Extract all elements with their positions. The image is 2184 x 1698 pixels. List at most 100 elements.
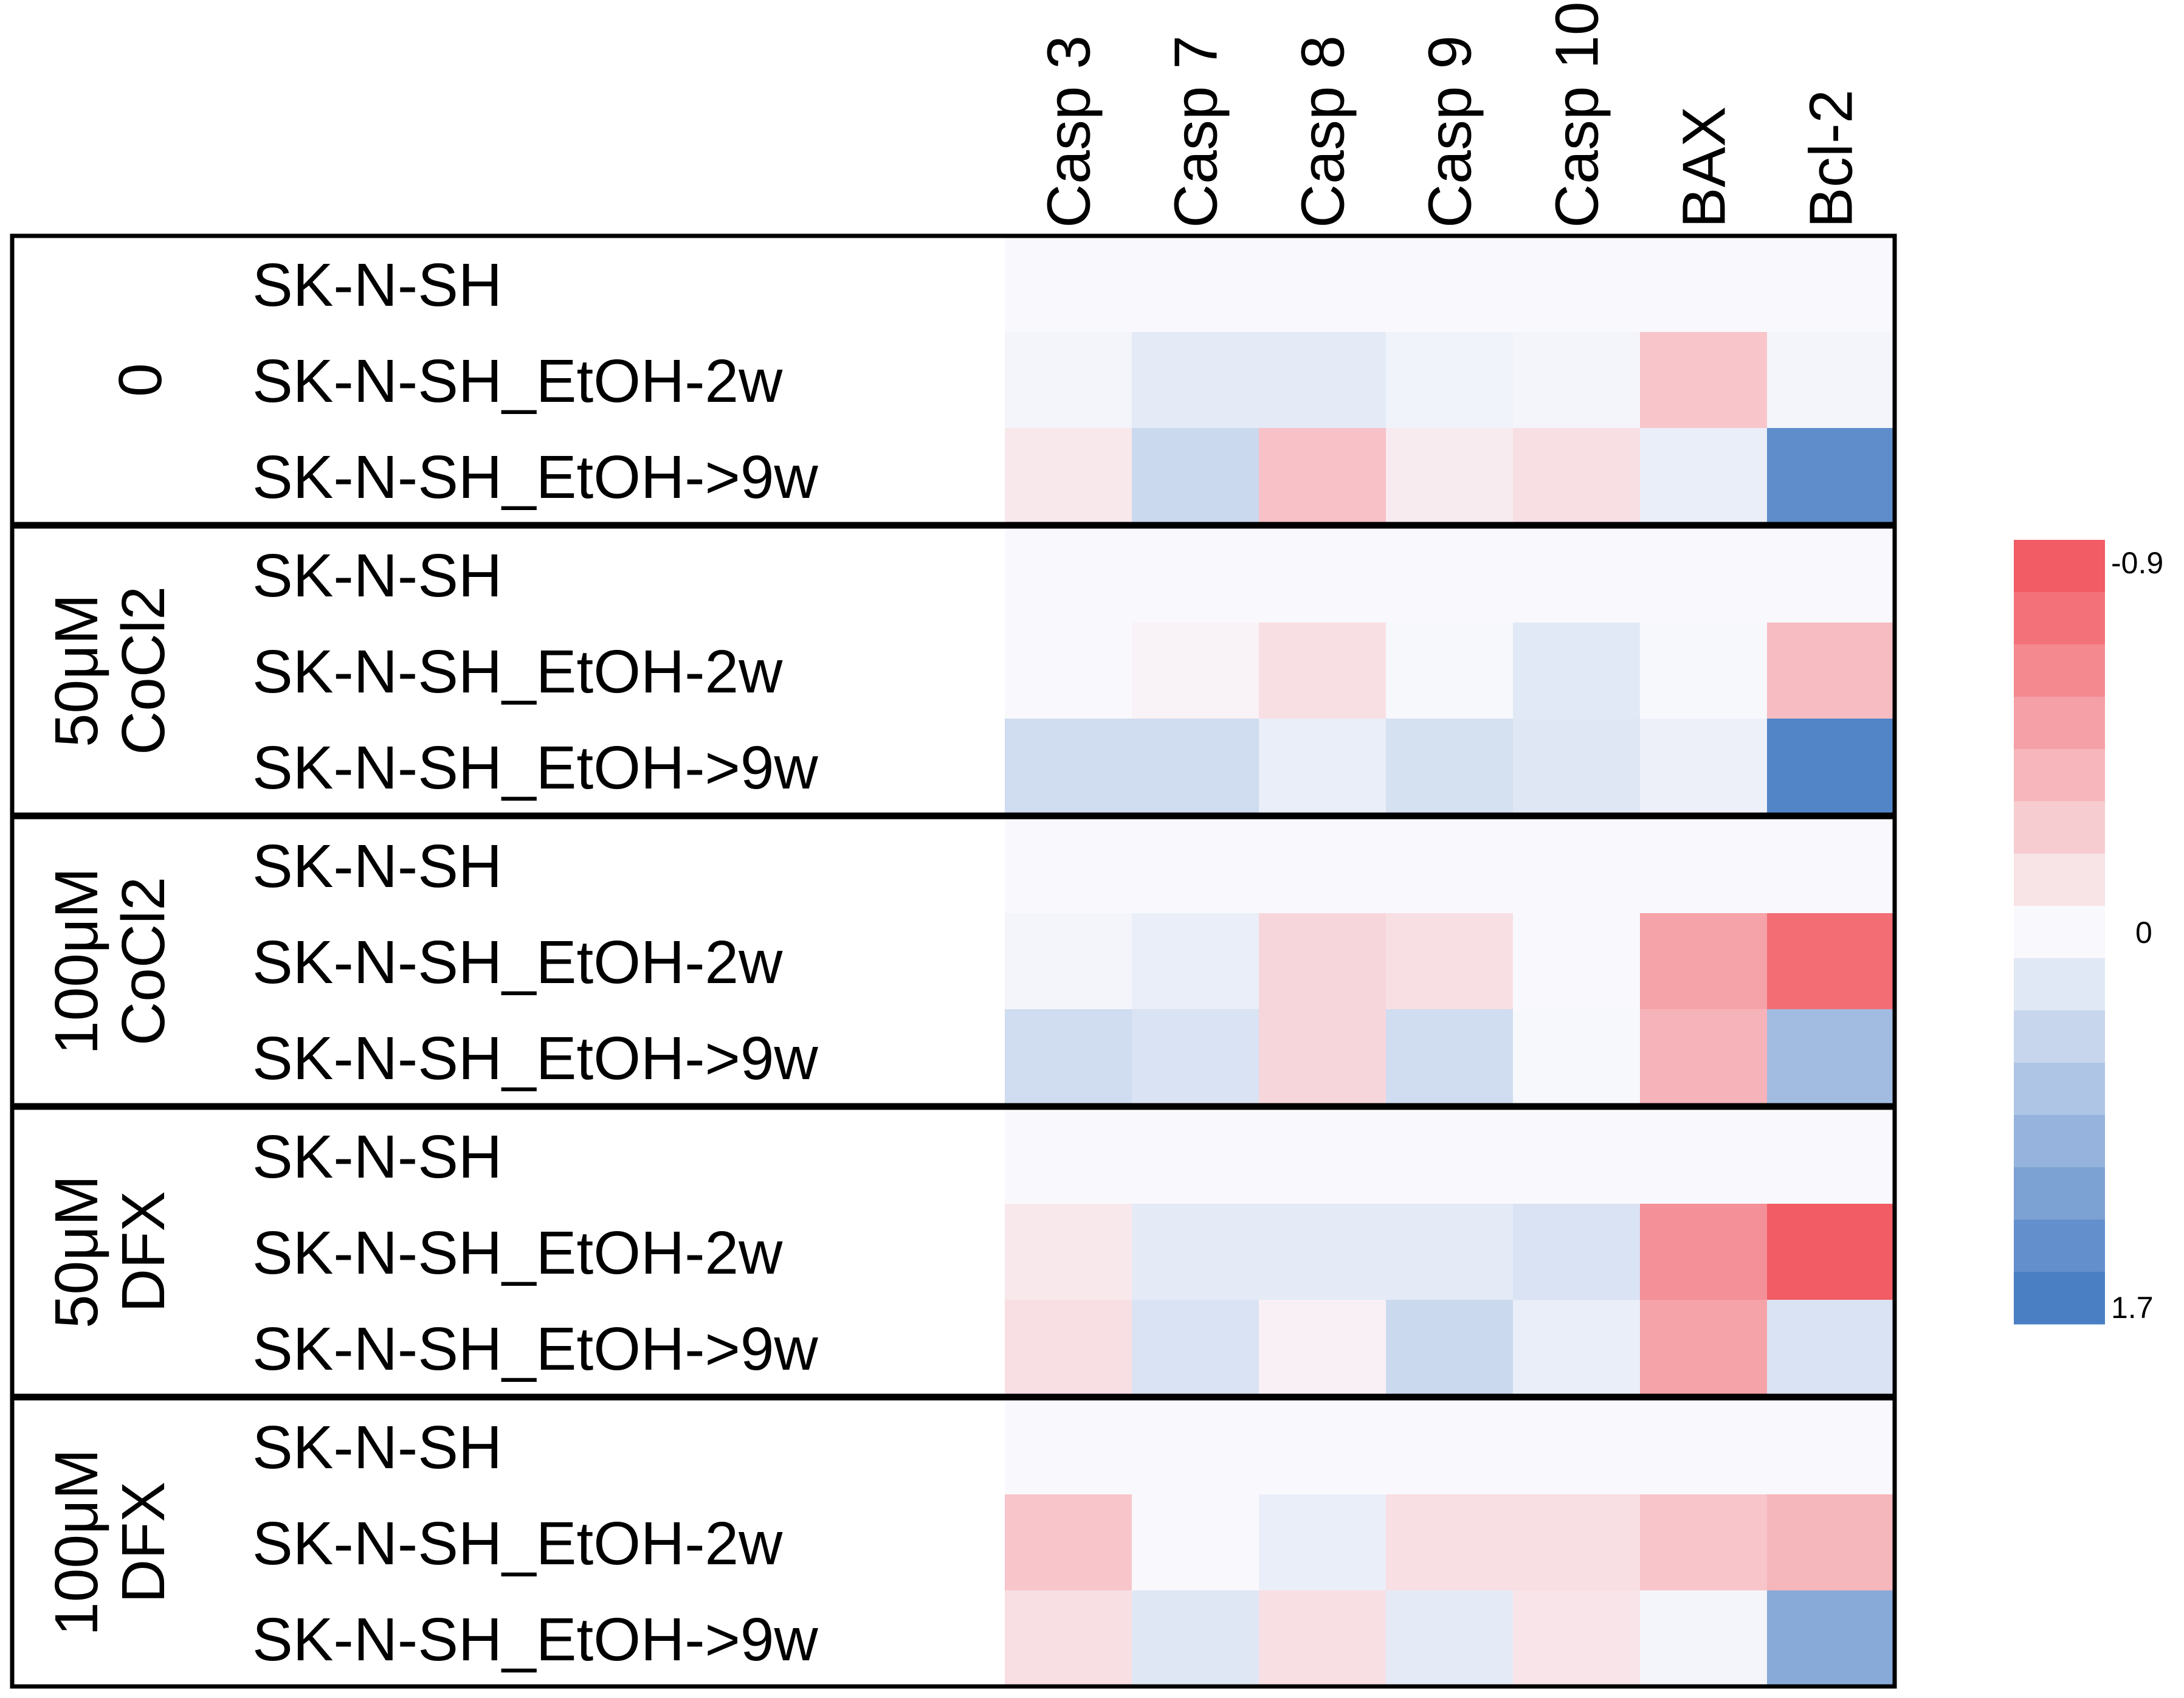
heatmap-cell <box>1005 526 1132 623</box>
heatmap-cell <box>1513 236 1641 333</box>
heatmap-cell <box>1640 526 1768 623</box>
heatmap-cell <box>1640 1398 1768 1495</box>
row-label: SK-N-SH <box>252 1413 502 1482</box>
heatmap-cell <box>1513 817 1641 914</box>
row-label: SK-N-SH_EtOH-2w <box>252 347 783 415</box>
heatmap-cell <box>1005 428 1132 525</box>
group-label: CoCl2 <box>109 586 177 755</box>
heatmap-cell <box>1005 719 1132 815</box>
heatmap-cell <box>1767 719 1895 815</box>
heatmap-cell <box>1513 1009 1641 1106</box>
heatmap-cell <box>1767 526 1895 623</box>
heatmap-cell <box>1386 817 1514 914</box>
column-label-bax: BAX <box>1670 106 1738 228</box>
heatmap-cell <box>1132 623 1259 719</box>
group-border <box>10 815 1897 1108</box>
heatmap-cell <box>1386 719 1514 815</box>
heatmap-cell <box>1259 1300 1387 1396</box>
heatmap-cell <box>1386 1204 1514 1300</box>
group-label: 100μM <box>43 1449 111 1636</box>
heatmap-cell <box>1259 428 1387 525</box>
row-labels: SK-N-SH SK-N-SH_EtOH-2w SK-N-SH_EtOH->9w SK… <box>252 251 819 1674</box>
heatmap-cell <box>1005 1009 1132 1106</box>
row-label: SK-N-SH_EtOH-2w <box>252 638 783 706</box>
heatmap-cell <box>1386 1009 1514 1106</box>
row-label: SK-N-SH_EtOH->9w <box>252 443 819 511</box>
color-scale-legend: -0.9 0 1.7 <box>2014 540 2163 1325</box>
heatmap-cell <box>1259 1204 1387 1300</box>
row-label: SK-N-SH_EtOH-2w <box>252 1219 783 1287</box>
heatmap-cell <box>1513 428 1641 525</box>
legend-swatch <box>2014 801 2105 854</box>
heatmap-cell <box>1132 428 1259 525</box>
legend-min-label: -0.9 <box>2111 546 2163 580</box>
heatmap-cell <box>1386 1108 1514 1204</box>
legend-swatch <box>2014 1115 2105 1168</box>
heatmap-cell <box>1640 1204 1768 1300</box>
group-border <box>10 524 1897 817</box>
legend-swatch <box>2014 697 2105 750</box>
legend-swatch <box>2014 906 2105 959</box>
legend-swatch <box>2014 540 2105 593</box>
legend-swatch <box>2014 1272 2105 1325</box>
heatmap-cell <box>1005 236 1132 333</box>
heatmap-cell <box>1767 623 1895 719</box>
heatmap-cell <box>1132 1590 1259 1687</box>
group-label: DFX <box>109 1482 177 1603</box>
heatmap-cell <box>1640 1009 1768 1106</box>
heatmap-cell <box>1259 526 1387 623</box>
heatmap-cell <box>1767 1398 1895 1495</box>
row-label: SK-N-SH <box>252 251 502 319</box>
column-label-casp-3: Casp 3 <box>1035 35 1103 228</box>
heatmap-cell <box>1132 526 1259 623</box>
group-border <box>10 1105 1897 1398</box>
heatmap-cell <box>1767 1108 1895 1204</box>
row-label: SK-N-SH_EtOH->9w <box>252 1606 819 1674</box>
heatmap-cell <box>1513 332 1641 429</box>
heatmap-cell <box>1640 1494 1768 1591</box>
heatmap-cell <box>1259 1108 1387 1204</box>
legend-max-label: 1.7 <box>2111 1291 2154 1325</box>
heatmap-cell <box>1386 913 1514 1010</box>
heatmap-cell <box>1640 236 1768 333</box>
heatmap-cell <box>1513 1108 1641 1204</box>
heatmap-cell <box>1259 1590 1387 1687</box>
heatmap-cell <box>1259 1009 1387 1106</box>
group-label: 50μM <box>43 1175 111 1328</box>
heatmap-cell <box>1513 1398 1641 1495</box>
legend-swatch <box>2014 958 2105 1011</box>
heatmap-cell <box>1513 1590 1641 1687</box>
heatmap-cell <box>1132 913 1259 1010</box>
heatmap-cell <box>1386 1398 1514 1495</box>
group-borders <box>10 233 1897 1689</box>
group-label: 100μM <box>43 868 111 1055</box>
row-label: SK-N-SH_EtOH->9w <box>252 1315 819 1383</box>
heatmap-cell <box>1132 817 1259 914</box>
heatmap-cell <box>1640 428 1768 525</box>
heatmap-cell <box>1132 1300 1259 1396</box>
heatmap-cell <box>1259 623 1387 719</box>
heatmap-cell <box>1259 236 1387 333</box>
heatmap-cell <box>1005 1494 1132 1591</box>
heatmap-cell <box>1005 332 1132 429</box>
heatmap-cell <box>1005 1204 1132 1300</box>
group-border <box>10 233 1897 526</box>
column-label-casp-10: Casp 10 <box>1543 2 1611 228</box>
column-labels: Casp 3 Casp 7 Casp 8 Casp 9 Casp 10 BAX Bcl-2 <box>1035 2 1865 228</box>
heatmap-cell <box>1386 1590 1514 1687</box>
heatmap-cell <box>1767 1204 1895 1300</box>
heatmap-cell <box>1767 1300 1895 1396</box>
heatmap-cell <box>1640 1590 1768 1687</box>
heatmap-cell <box>1386 526 1514 623</box>
heatmap-cell <box>1259 817 1387 914</box>
heatmap-cell <box>1640 1108 1768 1204</box>
heatmap-cell <box>1386 1300 1514 1396</box>
heatmap-cell <box>1259 1494 1387 1591</box>
legend-mid-label: 0 <box>2135 916 2152 950</box>
column-label-casp-8: Casp 8 <box>1289 35 1357 228</box>
heatmap-cell <box>1005 623 1132 719</box>
heatmap-cell <box>1386 428 1514 525</box>
heatmap-cells <box>1005 236 1895 1687</box>
